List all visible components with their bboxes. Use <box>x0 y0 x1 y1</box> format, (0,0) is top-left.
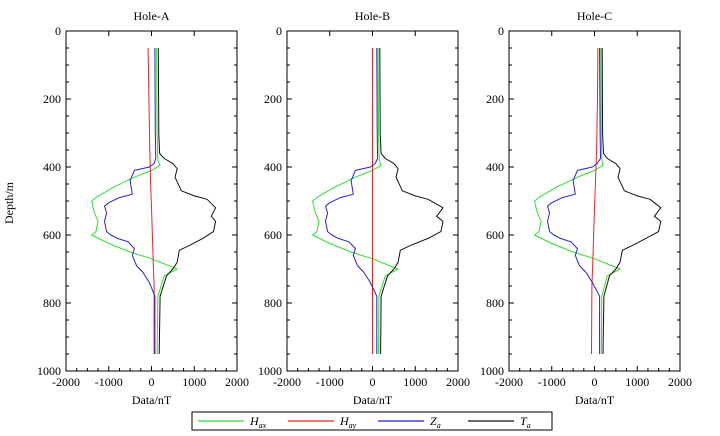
series-line-hax <box>91 47 178 355</box>
legend: Hax Hay Za Ta <box>191 411 553 431</box>
y-tick-label: 0 <box>55 24 61 38</box>
x-tick-label: -2000 <box>495 375 523 389</box>
panel-hole-c: -2000 -1000 0 1000 2000 0 200 400 600 800 1000 Hole… <box>480 9 692 407</box>
series-line-za <box>104 47 157 354</box>
panel-hole-b: -2000 -1000 0 1000 2000 0 200 400 600 800 1000 Hole… <box>258 9 470 407</box>
series-line-hay <box>147 47 155 354</box>
panel-title: Hole-B <box>355 9 390 23</box>
y-tick-label: 0 <box>498 24 504 38</box>
series-line-ta <box>379 47 444 355</box>
y-tick-label: 800 <box>264 296 282 310</box>
y-tick-label: 0 <box>276 24 282 38</box>
x-tick-label: -1000 <box>95 375 123 389</box>
x-axis-label: Data/nT <box>575 393 615 407</box>
y-tick-label: 600 <box>43 228 61 242</box>
x-tick-label: 0 <box>149 375 155 389</box>
x-tick-label: 1000 <box>403 375 427 389</box>
series-line-hay <box>591 47 599 355</box>
y-tick-label: 400 <box>264 160 282 174</box>
legend-box <box>191 411 553 431</box>
x-axis-label: Data/nT <box>132 393 172 407</box>
series-line-za <box>547 47 601 354</box>
series-line-za <box>325 47 379 354</box>
x-tick-label: -2000 <box>273 375 301 389</box>
x-tick-label: 0 <box>370 375 376 389</box>
y-tick-label: 800 <box>43 296 61 310</box>
x-tick-label: 2000 <box>668 375 692 389</box>
x-tick-label: -1000 <box>538 375 566 389</box>
y-tick-label: 400 <box>486 160 504 174</box>
series-line-ta <box>157 47 217 355</box>
panel-title: Hole-C <box>577 9 612 23</box>
x-axis-label: Data/nT <box>353 393 393 407</box>
x-tick-label: 2000 <box>446 375 470 389</box>
y-tick-label: 600 <box>486 228 504 242</box>
panel-title: Hole-A <box>134 9 170 23</box>
y-tick-label: 1000 <box>37 364 61 378</box>
x-tick-label: 1000 <box>182 375 206 389</box>
y-tick-label: 200 <box>264 92 282 106</box>
x-tick-label: -1000 <box>316 375 344 389</box>
x-tick-label: -2000 <box>52 375 80 389</box>
panels: -2000 -1000 0 1000 200002004006008001000Hole… <box>37 9 692 407</box>
series-line-hax <box>312 47 399 355</box>
figure-ylabel: Depth/m <box>2 181 16 224</box>
y-tick-label: 600 <box>264 228 282 242</box>
y-tick-label: 800 <box>486 296 504 310</box>
series-line-hax <box>534 47 621 355</box>
y-tick-label: 400 <box>43 160 61 174</box>
y-tick-label: 1000 <box>480 364 504 378</box>
x-tick-label: 0 <box>592 375 598 389</box>
y-tick-label: 200 <box>43 92 61 106</box>
y-tick-label: 1000 <box>258 364 282 378</box>
panel-hole-a: -2000 -1000 0 1000 2000 0 200 400 600 800 1000 Hole… <box>37 9 249 407</box>
y-tick-label: 200 <box>486 92 504 106</box>
legend-label-za: Za <box>430 414 441 430</box>
legend-label-ta: Ta <box>520 414 531 430</box>
series-line-ta <box>601 47 662 355</box>
x-tick-label: 1000 <box>625 375 649 389</box>
x-tick-label: 2000 <box>225 375 249 389</box>
